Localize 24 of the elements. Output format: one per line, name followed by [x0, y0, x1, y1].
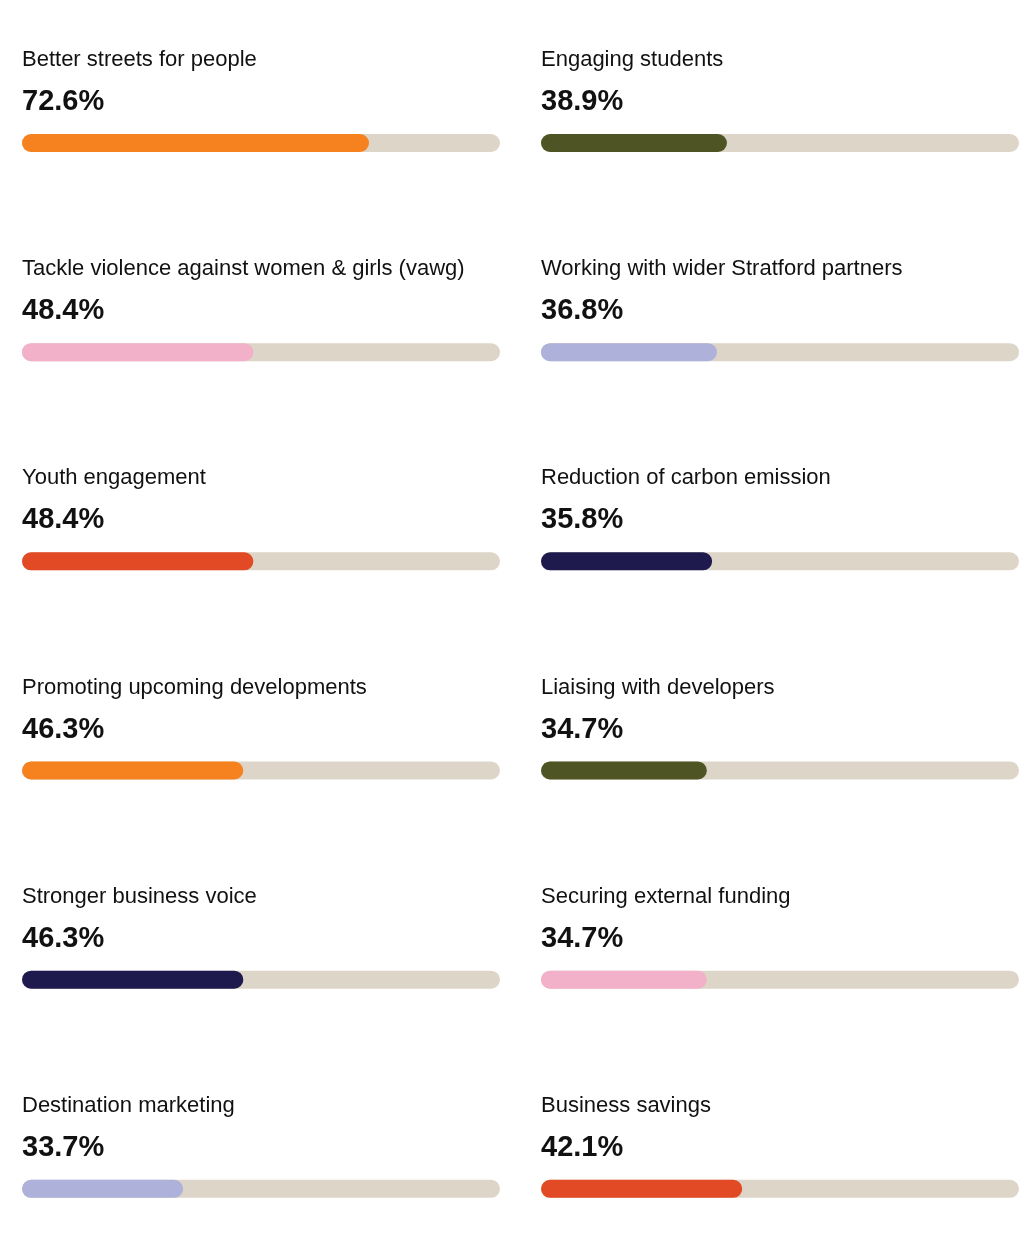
y-tick-label: Stronger business voice: [22, 882, 257, 908]
data-label: 34.7%: [541, 711, 624, 744]
y-tick-label: Securing external funding: [541, 882, 791, 908]
y-tick-label: Youth engagement: [22, 464, 206, 490]
data-label: 34.7%: [541, 920, 624, 953]
data-label: 38.9%: [541, 84, 624, 116]
data-label: 42.1%: [541, 1129, 624, 1162]
y-tick-label: Reduction of carbon emission: [541, 464, 831, 490]
data-label: 36.8%: [541, 293, 624, 326]
y-tick-label: Business savings: [541, 1091, 711, 1117]
y-tick-label: Promoting upcoming developments: [22, 673, 367, 699]
y-tick-label: Working with wider Stratford partners: [541, 255, 903, 281]
y-tick-label: Tackle violence against women & girls (vawg): [22, 255, 465, 281]
data-label: 46.3%: [22, 920, 105, 953]
y-tick-label: Liaising with developers: [541, 673, 775, 699]
data-label: 48.4%: [22, 293, 105, 326]
y-tick-label: Better streets for people: [22, 46, 257, 71]
data-label: 33.7%: [22, 1129, 105, 1162]
data-label: 48.4%: [22, 502, 105, 535]
y-tick-label: Engaging students: [541, 46, 724, 71]
data-label: 72.6%: [22, 84, 105, 116]
y-tick-label: Destination marketing: [22, 1091, 235, 1117]
data-label: 35.8%: [541, 502, 624, 535]
data-label: 46.3%: [22, 711, 105, 744]
